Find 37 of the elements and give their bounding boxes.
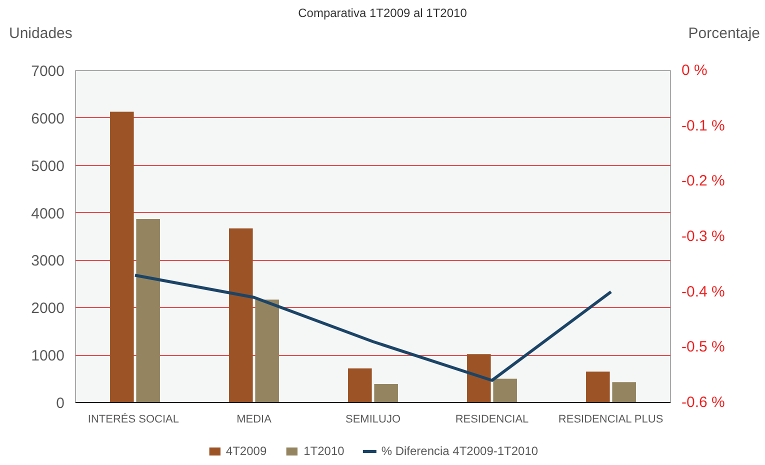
y-tick-label: 1000	[31, 348, 65, 365]
y2-axis-title: Porcentaje	[688, 24, 760, 44]
x-tick-label: SEMILUJO	[345, 414, 401, 426]
y-tick-label: 0	[56, 395, 64, 412]
y2-tick-label: -0.2 %	[682, 172, 725, 190]
bar	[255, 300, 279, 402]
legend-label: 1T2010	[304, 444, 344, 458]
y-tick-label: 3000	[31, 252, 65, 270]
bar	[612, 382, 636, 402]
y-axis-title: Unidades	[9, 24, 72, 44]
y-tick-label: 6000	[31, 110, 65, 128]
legend-label: 4T2009	[226, 444, 267, 458]
bar	[493, 378, 517, 402]
y2-tick-label: -0.6 %	[682, 394, 725, 411]
x-tick-label: INTERÉS SOCIAL	[88, 412, 180, 426]
bar	[348, 368, 372, 402]
y-tick-label: 7000	[31, 63, 65, 80]
x-tick-label: MEDIA	[236, 414, 272, 426]
y2-tick-label: -0.5 %	[682, 338, 725, 356]
y2-tick-label: -0.1 %	[682, 117, 725, 134]
bar	[136, 218, 160, 402]
y-tick-label: 2000	[31, 300, 65, 318]
y-tick-label: 5000	[31, 158, 65, 175]
x-tick-label: RESIDENCIAL PLUS	[558, 414, 664, 426]
chart-title: Comparativa 1T2009 al 1T2010	[297, 5, 468, 22]
bar	[467, 354, 491, 402]
legend-label: % Diferencia 4T2009-1T2010	[381, 444, 538, 458]
bar	[586, 372, 610, 402]
bar	[229, 228, 253, 402]
y2-tick-label: 0 %	[682, 62, 708, 79]
y2-tick-label: -0.3 %	[682, 228, 725, 245]
y2-tick-label: -0.4 %	[682, 283, 725, 300]
bar	[110, 112, 134, 402]
bar	[374, 384, 398, 402]
line-series	[134, 274, 612, 382]
x-tick-label: RESIDENCIAL	[455, 414, 529, 426]
y-tick-label: 4000	[31, 205, 65, 222]
